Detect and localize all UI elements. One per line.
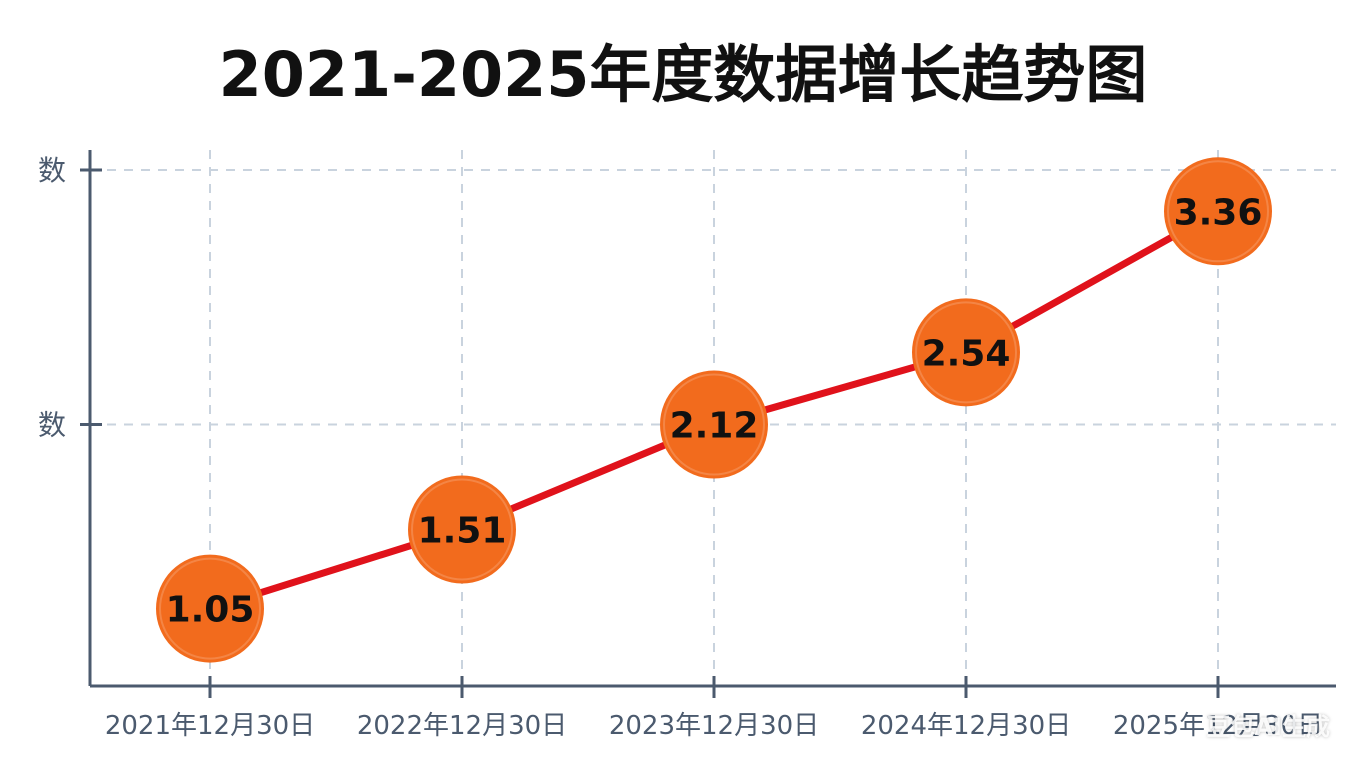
data-point-marker	[660, 370, 768, 479]
data-point-highlight	[1167, 160, 1269, 263]
x-tick-label: 2023年12月30日	[609, 711, 819, 741]
data-point-marker	[408, 475, 516, 584]
data-point-marker	[156, 554, 264, 663]
grid-lines	[90, 150, 1336, 686]
data-label: 3.36	[1174, 192, 1263, 233]
y-tick-label: 数	[38, 154, 66, 187]
y-tick-label: 数	[38, 409, 66, 442]
data-label: 2.54	[922, 333, 1011, 374]
data-point-marker	[1164, 157, 1272, 266]
axes	[80, 150, 1336, 698]
data-point-highlight	[663, 373, 765, 476]
chart-title: 2021-2025年度数据增长趋势图	[218, 38, 1148, 111]
data-point-highlight	[411, 478, 513, 581]
data-label: 1.51	[418, 510, 507, 551]
data-markers: 1.05 1.51 2.12 2.54 3.36	[156, 157, 1272, 663]
data-label: 1.05	[166, 590, 255, 631]
data-label: 2.12	[670, 406, 759, 447]
x-tick-label: 2021年12月30日	[105, 711, 315, 741]
x-tick-label: 2025年12月30日	[1113, 711, 1323, 741]
x-tick-label: 2022年12月30日	[357, 711, 567, 741]
watermark: 豆包AI生成	[1206, 713, 1330, 741]
x-tick-label: 2024年12月30日	[861, 711, 1071, 741]
data-point-highlight	[915, 301, 1017, 404]
data-point-marker	[912, 298, 1020, 407]
data-point-highlight	[159, 557, 261, 660]
